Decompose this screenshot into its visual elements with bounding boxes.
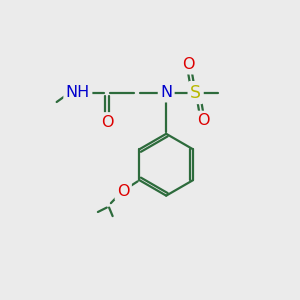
Text: S: S [190, 84, 201, 102]
Text: N: N [160, 85, 172, 100]
Text: O: O [197, 113, 209, 128]
Text: O: O [182, 57, 194, 72]
Text: O: O [117, 184, 130, 199]
Text: NH: NH [66, 85, 90, 100]
Text: O: O [101, 115, 114, 130]
